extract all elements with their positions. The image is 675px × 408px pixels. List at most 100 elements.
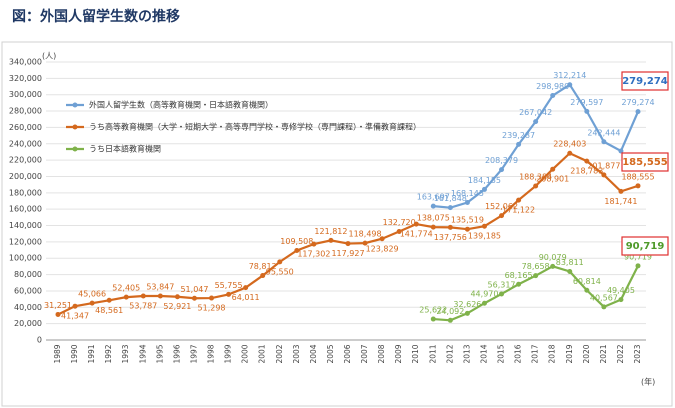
marker (191, 295, 197, 301)
y-tick-label: 40,000 (14, 303, 42, 312)
data-label: 25,622 (419, 306, 447, 315)
marker (584, 287, 590, 293)
data-label: 184,155 (468, 176, 501, 185)
marker (430, 316, 436, 322)
x-tick-label: 2018 (548, 344, 557, 363)
data-label: 161,848 (434, 194, 467, 203)
marker (635, 263, 641, 269)
x-tick-label: 2010 (411, 344, 420, 363)
marker (601, 139, 607, 145)
x-tick-label: 1994 (138, 344, 147, 363)
data-label: 123,829 (366, 244, 399, 253)
marker (174, 294, 180, 300)
x-tick-label: 1992 (104, 344, 113, 363)
data-label: 78,812 (249, 262, 277, 271)
callout-box (621, 71, 669, 91)
data-label: 279,274 (621, 98, 654, 107)
marker (413, 221, 419, 227)
callout-text: 90,719 (626, 241, 665, 252)
marker (499, 291, 505, 297)
legend-marker (72, 102, 78, 108)
data-label: 95,550 (266, 267, 294, 276)
data-label: 90,079 (539, 253, 567, 262)
x-tick-label: 2003 (292, 344, 301, 363)
x-tick-label: 1996 (172, 344, 181, 363)
data-label: 171,122 (502, 206, 535, 215)
marker (464, 226, 470, 232)
data-label: 118,498 (349, 230, 382, 239)
marker (618, 297, 624, 303)
data-label: 44,970 (470, 290, 498, 299)
data-label: 60,814 (573, 277, 601, 286)
data-label: 90,719 (624, 252, 652, 261)
x-tick-label: 2019 (565, 344, 574, 363)
marker (601, 304, 607, 310)
marker (481, 223, 487, 229)
x-tick-label: 1998 (207, 344, 216, 363)
data-label: 32,626 (453, 300, 481, 309)
x-tick-label: 2017 (531, 344, 540, 363)
data-label: 137,756 (434, 233, 467, 242)
y-tick-label: 0 (37, 336, 42, 345)
data-label: 117,302 (297, 250, 330, 259)
marker (430, 203, 436, 209)
data-label: 163,697 (417, 193, 450, 202)
data-label: 83,811 (556, 258, 584, 267)
data-label: 68,165 (505, 271, 533, 280)
marker (584, 158, 590, 164)
marker (464, 310, 470, 316)
marker (481, 186, 487, 192)
marker (550, 93, 556, 99)
y-tick-label: 160,000 (9, 205, 42, 214)
chart-title: 図：外国人留学生数の推移 (12, 8, 180, 25)
data-label: 181,741 (604, 197, 637, 206)
marker (516, 197, 522, 203)
marker (345, 241, 351, 247)
marker (499, 213, 505, 219)
marker (209, 295, 215, 301)
data-label: 242,444 (587, 128, 620, 137)
x-tick-label: 2007 (360, 344, 369, 363)
marker (157, 293, 163, 299)
data-label: 109,508 (280, 237, 313, 246)
data-label: 228,403 (553, 140, 586, 149)
y-tick-label: 340,000 (9, 58, 42, 67)
data-label: 135,519 (451, 216, 484, 225)
data-label: 52,405 (112, 284, 140, 293)
callout-box (621, 236, 669, 256)
data-label: 24,092 (436, 307, 464, 316)
x-tick-label: 2009 (394, 344, 403, 363)
marker (533, 183, 539, 189)
legend-label: うち高等教育機関（大学・短期大学・高等専門学校・専修学校（専門課程）・準備教育課… (89, 122, 421, 132)
data-label: 138,075 (417, 214, 450, 223)
data-label: 53,847 (146, 282, 174, 291)
x-tick-label: 2013 (462, 344, 471, 363)
data-label: 55,755 (215, 281, 243, 290)
data-label: 51,047 (180, 285, 208, 294)
marker (243, 285, 249, 291)
x-tick-label: 2001 (258, 344, 267, 363)
marker (499, 167, 505, 173)
marker (226, 291, 232, 297)
marker (635, 183, 641, 189)
data-label: 117,927 (331, 249, 364, 258)
data-label: 239,287 (502, 131, 535, 140)
y-tick-label: 280,000 (9, 107, 42, 116)
data-label: 41,347 (61, 312, 89, 321)
marker (55, 311, 61, 317)
marker (294, 247, 300, 253)
x-tick-label: 2004 (309, 344, 318, 363)
marker (516, 141, 522, 147)
marker (72, 303, 78, 309)
callout-text: 185,555 (622, 157, 668, 168)
x-tick-label: 2021 (599, 344, 608, 363)
marker (567, 82, 573, 88)
y-tick-label: 60,000 (14, 286, 42, 295)
y-tick-label: 100,000 (9, 254, 42, 263)
data-label: 218,783 (570, 167, 603, 176)
data-label: 208,901 (536, 175, 569, 184)
data-label: 279,597 (570, 98, 603, 107)
callout-box (621, 152, 669, 172)
x-tick-label: 2022 (616, 344, 625, 363)
marker (550, 263, 556, 269)
